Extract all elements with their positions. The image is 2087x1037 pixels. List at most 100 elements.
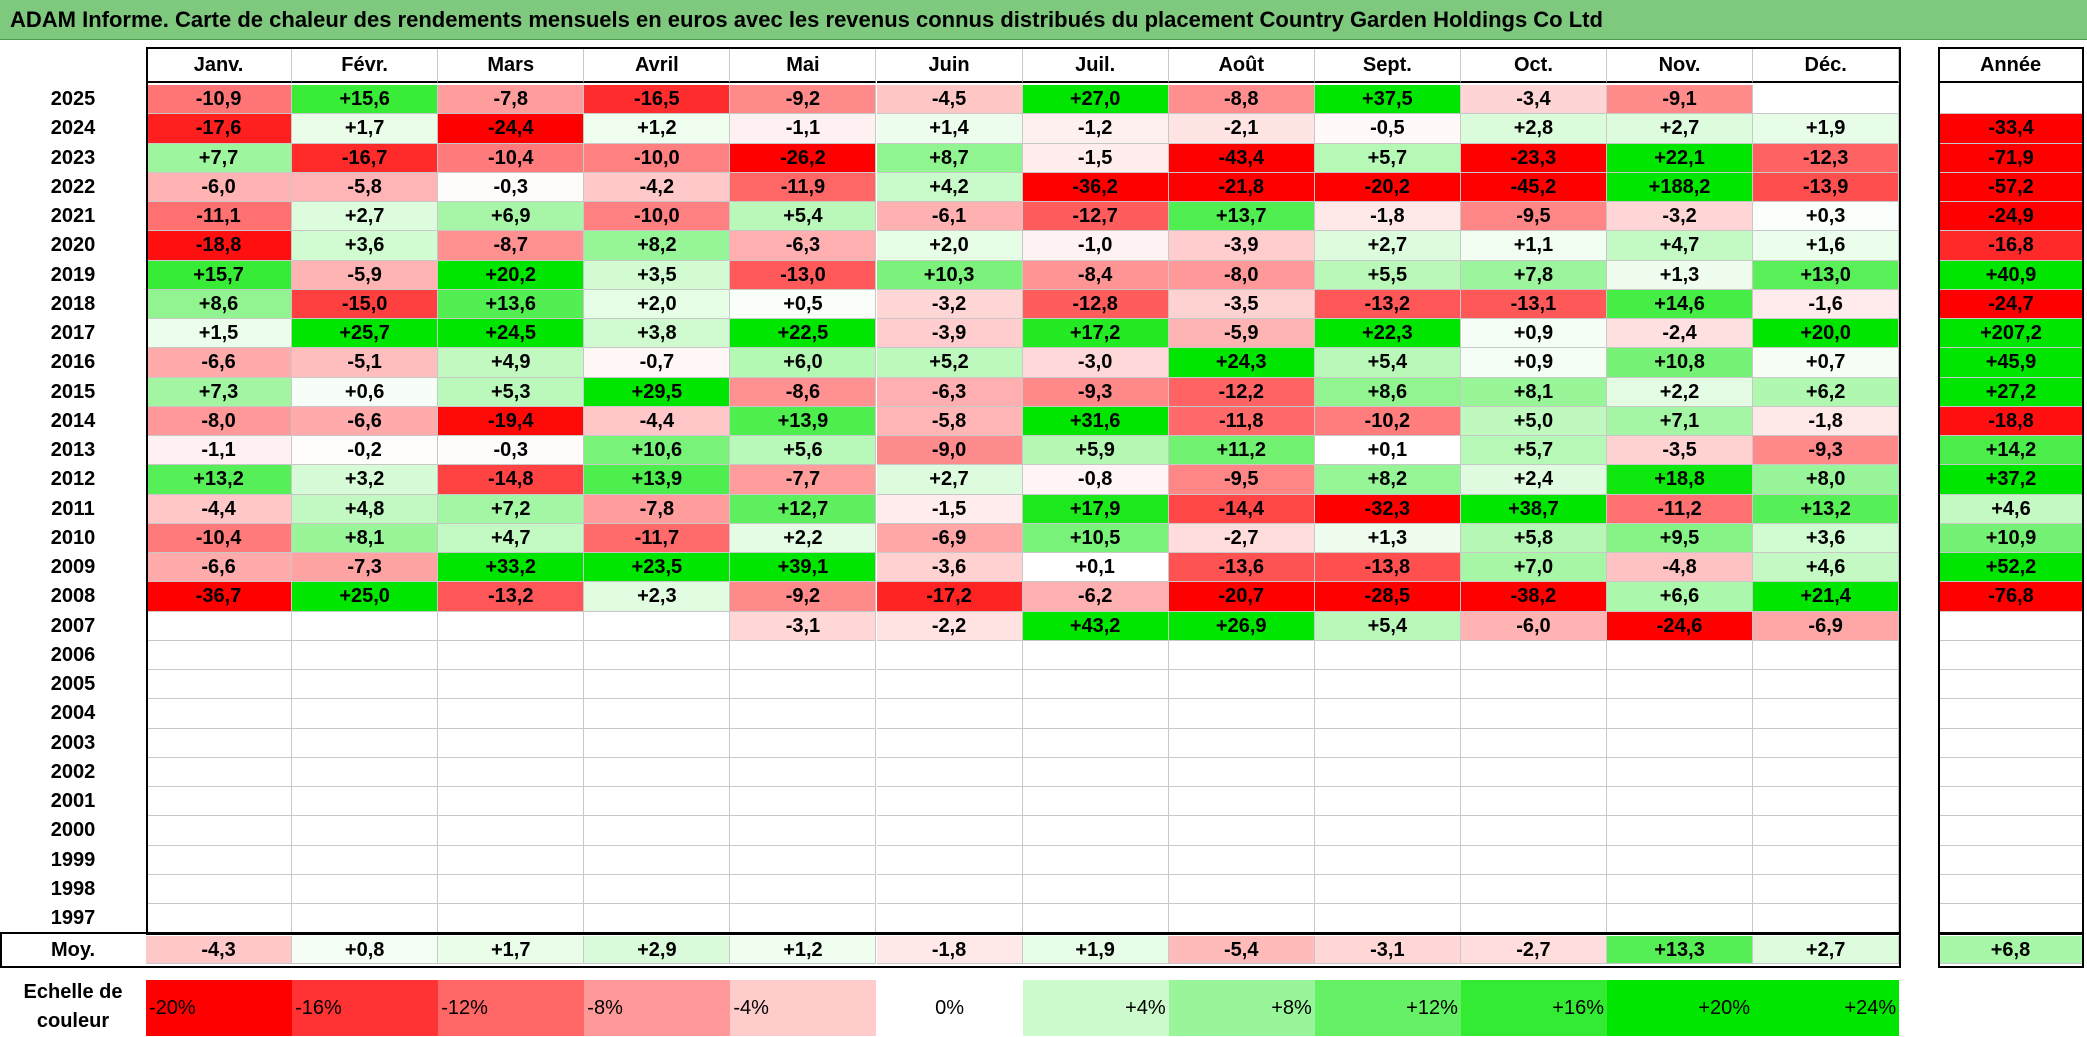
heatmap-cell: -9,3: [1753, 436, 1900, 466]
heatmap-cell: -8,6: [730, 377, 877, 407]
year-label: 2008: [50, 585, 96, 608]
heatmap-cell: [730, 874, 877, 904]
heatmap-cell: [292, 904, 439, 934]
heatmap-cell: [730, 845, 877, 875]
heatmap-cell: +4,6: [1753, 553, 1900, 583]
heatmap-cell: -10,9: [146, 85, 293, 115]
month-header: Mars: [438, 47, 585, 83]
heatmap-cell: -6,9: [1753, 611, 1900, 641]
heatmap-cell: [292, 874, 439, 904]
heatmap-cell: +4,7: [1607, 231, 1754, 261]
heatmap-cell: +8,1: [1460, 377, 1607, 407]
heatmap-cell: +1,4: [876, 114, 1023, 144]
heatmap-cell: -23,3: [1460, 143, 1607, 173]
heatmap-cell: +2,0: [876, 231, 1023, 261]
heatmap-cell: [292, 611, 439, 641]
heatmap-cell: [146, 728, 293, 758]
heatmap-cell: +6,9: [438, 202, 585, 232]
heatmap-cell: [1022, 670, 1169, 700]
annual-cell: [1938, 699, 2084, 729]
heatmap-cell: [146, 874, 293, 904]
heatmap-cell: [1460, 640, 1607, 670]
heatmap-cell: +38,7: [1460, 494, 1607, 524]
year-label: 2001: [50, 790, 96, 812]
annual-cell: -71,9: [1938, 143, 2084, 173]
heatmap-cell: [1022, 728, 1169, 758]
heatmap-cell: -6,6: [146, 553, 293, 583]
heatmap-cell: [1753, 699, 1900, 729]
heatmap-cell: +6,2: [1753, 377, 1900, 407]
year-label: 2013: [50, 439, 96, 461]
heatmap-cell: +3,2: [292, 465, 439, 495]
heatmap-cell: +5,5: [1314, 260, 1461, 290]
heatmap-cell: +8,7: [876, 143, 1023, 173]
heatmap-cell: [1460, 728, 1607, 758]
heatmap-cell: -0,5: [1314, 114, 1461, 144]
heatmap-cell: +5,4: [1314, 611, 1461, 641]
heatmap-cell: -28,5: [1314, 582, 1461, 612]
annual-cell: -76,8: [1938, 582, 2084, 612]
heatmap-cell: +2,7: [292, 202, 439, 232]
heatmap-cell: -4,8: [1607, 553, 1754, 583]
year-label: 2011: [51, 497, 95, 520]
heatmap-cell: -3,1: [730, 611, 877, 641]
year-label: 2007: [50, 614, 96, 637]
heatmap-cell: [584, 640, 731, 670]
year-label: 2025: [50, 88, 96, 110]
color-scale-stop: -8%: [584, 980, 731, 1036]
heatmap-cell: -8,0: [1168, 260, 1315, 290]
heatmap-cell: [1168, 904, 1315, 934]
heatmap-cell: +4,8: [292, 494, 439, 524]
heatmap-cell: [1607, 670, 1754, 700]
heatmap-cell: -9,5: [1168, 465, 1315, 495]
heatmap-cell: +22,5: [730, 319, 877, 349]
heatmap-cell: -11,8: [1168, 406, 1315, 436]
heatmap-cell: [1607, 699, 1754, 729]
month-header: Nov.: [1607, 47, 1754, 83]
heatmap-cell: +7,2: [438, 494, 585, 524]
heatmap-cell: [730, 757, 877, 787]
heatmap-cell: -9,3: [1022, 377, 1169, 407]
heatmap-cell: +1,3: [1314, 523, 1461, 553]
heatmap-cell: +24,3: [1168, 348, 1315, 378]
heatmap-cell: [146, 670, 293, 700]
heatmap-cell: [438, 757, 585, 787]
annual-cell: -24,7: [1938, 289, 2084, 319]
year-label: 2009: [50, 556, 96, 578]
annual-header: Année: [1938, 47, 2084, 83]
color-scale-stop: -20%: [146, 980, 293, 1036]
heatmap-cell: [1753, 757, 1900, 787]
month-header: Oct.: [1460, 47, 1607, 83]
average-cell: +0,8: [292, 936, 439, 964]
heatmap-cell: -4,4: [584, 406, 731, 436]
heatmap-cell: -17,2: [876, 582, 1023, 612]
heatmap-cell: [1168, 699, 1315, 729]
heatmap-cell: [438, 699, 585, 729]
heatmap-cell: -13,0: [730, 260, 877, 290]
heatmap-cell: +1,2: [584, 114, 731, 144]
heatmap-cell: -6,2: [1022, 582, 1169, 612]
year-label: 2012: [50, 468, 96, 491]
heatmap-cell: [1460, 904, 1607, 934]
average-cell: -5,4: [1168, 936, 1315, 964]
heatmap-cell: [584, 670, 731, 700]
heatmap-cell: [1022, 699, 1169, 729]
heatmap-cell: -9,2: [730, 85, 877, 115]
heatmap-cell: -10,2: [1314, 406, 1461, 436]
heatmap-cell: [1022, 874, 1169, 904]
heatmap-cell: +12,7: [730, 494, 877, 524]
heatmap-cell: +20,2: [438, 260, 585, 290]
heatmap-cell: -3,5: [1607, 436, 1754, 466]
heatmap-cell: -2,2: [876, 611, 1023, 641]
heatmap-cell: +5,4: [730, 202, 877, 232]
heatmap-cell: [146, 816, 293, 846]
heatmap-cell: [1607, 787, 1754, 817]
year-label: 2015: [50, 380, 96, 403]
heatmap-cell: -12,2: [1168, 377, 1315, 407]
heatmap-cell: +5,4: [1314, 348, 1461, 378]
heatmap-cell: [584, 728, 731, 758]
heatmap-cell: +10,5: [1022, 523, 1169, 553]
heatmap-cell: [730, 670, 877, 700]
heatmap-cell: +8,1: [292, 523, 439, 553]
annual-cell: -57,2: [1938, 172, 2084, 202]
